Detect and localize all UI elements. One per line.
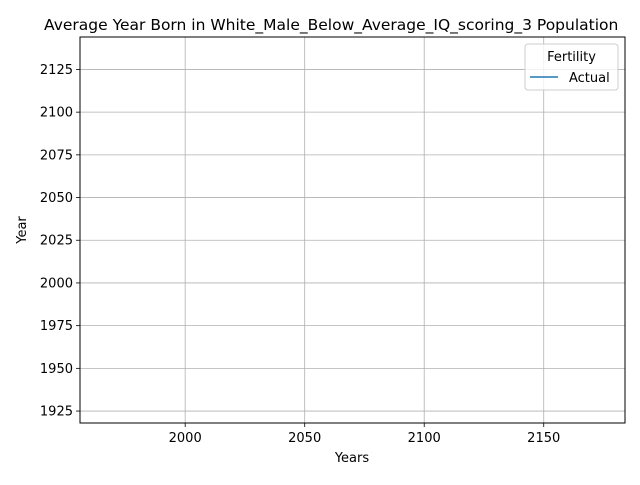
x-axis-label: Years [334,451,370,466]
y-tick-label: 1950 [40,362,73,377]
x-tick-label: 2150 [527,431,560,446]
chart-title: Average Year Born in White_Male_Below_Av… [44,16,618,35]
y-axis-label: Year [15,216,30,245]
x-tick-label: 2100 [408,431,441,446]
y-tick-label: 1975 [40,319,73,334]
y-tick-label: 2050 [40,191,73,206]
x-axis-ticks: 2000 2050 2100 2150 [169,423,560,446]
legend: Fertility Actual [524,43,619,91]
y-tick-label: 2000 [40,276,73,291]
y-tick-label: 2075 [40,148,73,163]
legend-box [524,43,619,91]
y-tick-label: 1925 [40,405,73,420]
x-tick-label: 2050 [288,431,321,446]
legend-entry-actual: Actual [569,71,610,86]
plot-area-frame [79,36,626,424]
y-tick-label: 2125 [40,63,73,78]
y-axis-ticks: 1925 1950 1975 2000 2025 2050 2075 2100 2125 [40,63,80,420]
y-tick-label: 2100 [40,106,73,121]
x-tick-label: 2000 [169,431,202,446]
y-tick-label: 2025 [40,234,73,249]
legend-title: Fertility [547,50,596,65]
grid-lines [80,37,625,423]
